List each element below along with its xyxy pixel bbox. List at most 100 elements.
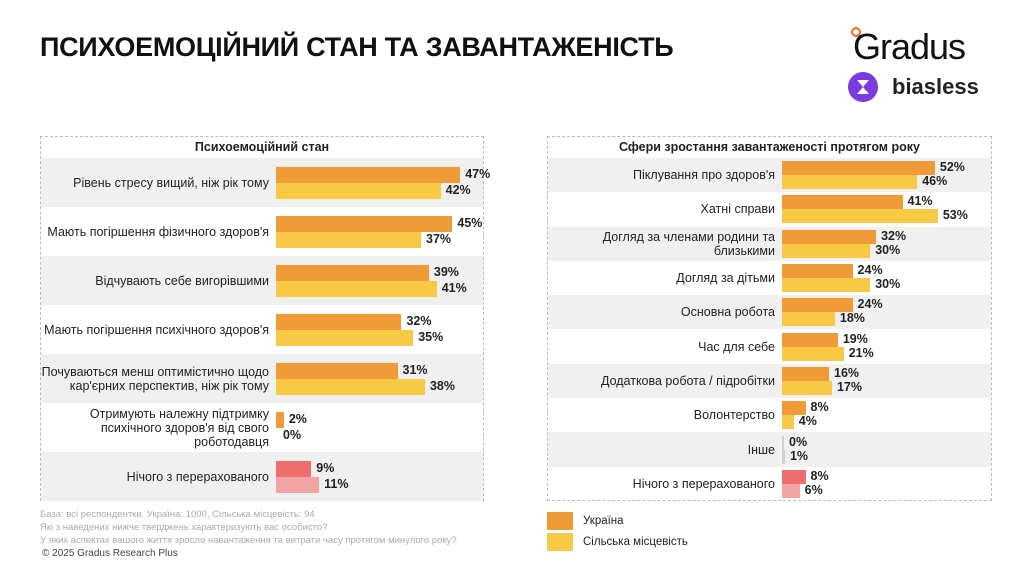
bar-rural <box>276 231 422 248</box>
legend-label: Україна <box>583 515 624 527</box>
category-label: Почуваються менш оптимістично щодо кар'є… <box>41 364 269 393</box>
chart-row: Мають погіршення психічного здоров'я 32% 3… <box>41 305 483 354</box>
bar-ukraine <box>276 264 429 281</box>
bar-rural <box>782 175 918 190</box>
bar-rural <box>782 415 794 430</box>
chart-row: Догляд за членами родини та близькими 32%… <box>548 226 991 261</box>
value-label: 52% <box>939 160 965 175</box>
category-label: Додаткова робота / підробітки <box>600 373 775 388</box>
chart-title: Сфери зростання завантаженості протягом … <box>618 140 920 154</box>
category-label: Нічого з перерахованого <box>632 476 775 491</box>
bar-rural <box>782 346 844 361</box>
legend-swatch <box>547 533 573 551</box>
bar-rural <box>782 243 871 258</box>
category-label: Інше <box>747 442 775 457</box>
value-label: 18% <box>839 311 865 326</box>
value-label: 24% <box>857 263 883 278</box>
chart-row: Відчувають себе вигорівшими 39% 41% <box>41 256 483 305</box>
value-label: 24% <box>857 297 883 312</box>
chart-row: Нічого з перерахованого 9% 11% <box>41 452 483 501</box>
value-label: 37% <box>426 231 452 246</box>
value-label: 38% <box>429 378 455 393</box>
legend-label: Сільська місцевість <box>583 536 688 548</box>
category-label: Мають погіршення психічного здоров'я <box>44 322 269 337</box>
biasless-text: biasless <box>892 74 979 99</box>
category-label: Час для себе <box>698 339 775 354</box>
bar-ukraine <box>782 161 935 176</box>
value-label: 2% <box>288 411 307 426</box>
value-label: 46% <box>922 174 948 189</box>
value-label: 30% <box>875 277 901 292</box>
bar-rural <box>276 182 441 199</box>
bar-rural <box>782 278 871 293</box>
bar-rural <box>276 378 425 395</box>
gradus-logo-dot <box>851 27 861 37</box>
value-label: 41% <box>441 280 467 295</box>
footer-question-1: Які з наведених нижче тверджень характер… <box>40 522 328 533</box>
bar-rural <box>276 329 414 346</box>
value-label: 9% <box>316 460 335 475</box>
biasless-logo: biasless <box>848 72 979 102</box>
category-label: Догляд за дітьми <box>676 271 775 286</box>
category-label: Хатні справи <box>700 202 775 217</box>
bar-ukraine <box>782 298 853 313</box>
bar-rural <box>276 476 320 493</box>
category-label: Основна робота <box>680 305 775 320</box>
category-label: Піклування про здоров'я <box>633 168 775 183</box>
bar-rural <box>782 449 785 464</box>
chart-workload: Сфери зростання завантаженості протягом … <box>547 136 992 501</box>
category-label: Волонтерство <box>693 408 775 423</box>
bar-ukraine <box>782 366 830 381</box>
bar-rural <box>782 483 800 498</box>
bar-rural <box>276 280 437 297</box>
bar-ukraine <box>782 401 806 416</box>
hourglass-icon <box>848 72 878 102</box>
gradus-logo: Gradus <box>853 26 966 67</box>
value-label: 1% <box>789 448 809 463</box>
value-label: 42% <box>445 182 471 197</box>
value-label: 0% <box>283 427 302 442</box>
value-label: 6% <box>804 482 823 497</box>
footer-base: База: всі респондентки. Україна: 1000, С… <box>40 509 315 520</box>
chart-row: Отримують належну підтримку психічного з… <box>41 403 483 452</box>
bar-ukraine <box>782 195 903 210</box>
bar-ukraine <box>276 362 398 379</box>
value-label: 32% <box>406 313 432 328</box>
bar-rural <box>782 209 938 224</box>
legend-swatch <box>547 512 573 530</box>
footer-question-2: У яких аспектах вашого життя зросло нава… <box>40 535 457 546</box>
chart-psychoemotional: Психоемоційний стан Рівень стресу вищий,… <box>40 136 490 501</box>
value-label: 41% <box>907 194 933 209</box>
chart-title: Психоемоційний стан <box>194 140 330 154</box>
bar-rural <box>782 380 832 395</box>
category-label: Відчувають себе вигорівшими <box>95 273 269 288</box>
value-label: 16% <box>834 365 860 380</box>
bar-ukraine <box>276 411 284 428</box>
value-label: 32% <box>881 228 907 243</box>
value-label: 8% <box>810 400 829 415</box>
chart-row: Почуваються менш оптимістично щодо кар'є… <box>41 354 483 403</box>
chart-row: Рівень стресу вищий, ніж рік тому 47% 42% <box>41 158 490 207</box>
chart-row: Догляд за дітьми 24% 30% <box>548 261 991 295</box>
legend-item-rural: Сільська місцевість <box>547 533 688 551</box>
category-label: Нічого з перерахованого <box>126 469 269 484</box>
bar-ukraine <box>782 229 877 244</box>
value-label: 21% <box>848 345 874 360</box>
bar-ukraine <box>276 460 312 477</box>
bar-ukraine <box>782 435 784 450</box>
value-label: 53% <box>942 208 968 223</box>
bar-rural <box>782 312 835 327</box>
value-label: 11% <box>324 476 349 491</box>
bar-ukraine <box>782 469 806 484</box>
value-label: 19% <box>842 331 868 346</box>
value-label: 17% <box>836 379 862 394</box>
category-label: Рівень стресу вищий, ніж рік тому <box>73 175 269 190</box>
value-label: 35% <box>418 329 444 344</box>
bar-ukraine <box>782 332 838 347</box>
value-label: 30% <box>875 242 901 257</box>
legend-item-ukraine: Україна <box>547 512 624 530</box>
chart-row: Нічого з перерахованого 8% 6% <box>548 467 991 501</box>
category-label: Отримують належну підтримку психічного з… <box>89 406 269 449</box>
chart-row: Час для себе 19% 21% <box>548 330 991 364</box>
bar-ukraine <box>276 215 453 232</box>
